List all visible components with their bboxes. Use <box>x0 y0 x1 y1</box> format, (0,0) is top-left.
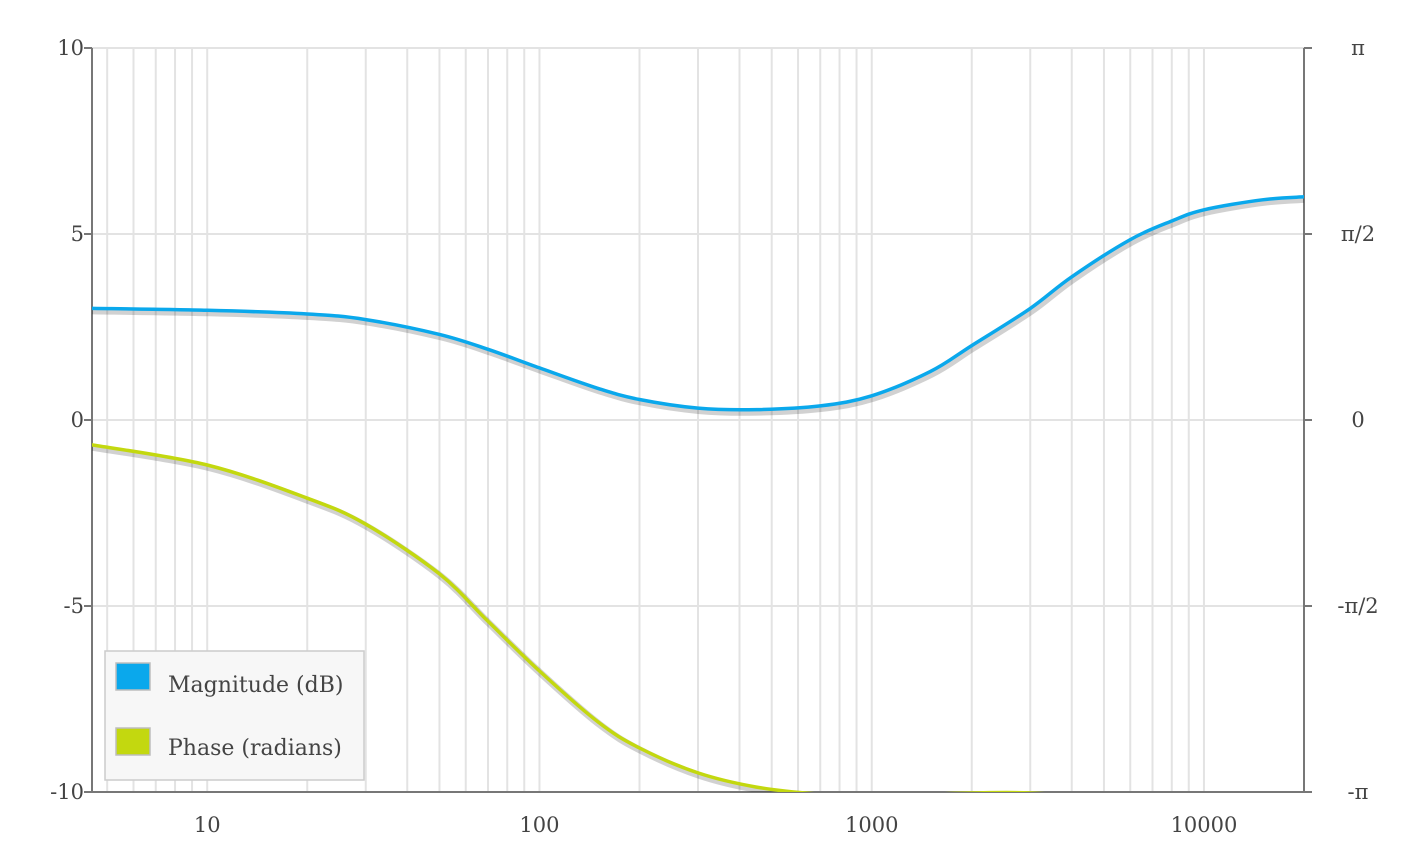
series-shadow-1 <box>92 443 1032 792</box>
y-right-tick-label: π/2 <box>1341 222 1375 246</box>
y-right-tick-label: 0 <box>1351 408 1364 432</box>
legend-label-magnitude: Magnitude (dB) <box>168 673 343 698</box>
x-tick-label: 1000 <box>845 813 898 837</box>
axes <box>84 47 1312 793</box>
plot-series <box>92 195 1304 792</box>
y-right-tick-label: -π <box>1348 780 1369 804</box>
magnitude-line <box>92 195 1304 412</box>
legend-label-phase: Phase (radians) <box>168 736 342 761</box>
phase-line <box>92 443 1045 792</box>
legend: Magnitude (dB) Phase (radians) <box>104 650 365 781</box>
y-left-tick-label: 5 <box>71 222 84 246</box>
legend-swatch-phase <box>115 727 151 756</box>
y-left-tick-label: 10 <box>57 36 84 60</box>
series-shadow-0 <box>92 195 1304 416</box>
x-tick-label: 10000 <box>1171 813 1238 837</box>
tick-labels: 10 100 1000 10000 10 5 0 -5 -10 π π/2 0 -π/2 -π <box>50 36 1379 837</box>
series-group-1 <box>92 443 1045 792</box>
x-tick-label: 100 <box>519 813 559 837</box>
y-left-tick-label: -10 <box>50 780 84 804</box>
series-group-0 <box>92 195 1304 416</box>
y-left-tick-label: 0 <box>71 408 84 432</box>
y-left-tick-label: -5 <box>64 594 84 618</box>
legend-swatch-magnitude <box>115 662 151 691</box>
y-right-tick-label: -π/2 <box>1337 594 1378 618</box>
x-tick-label: 10 <box>194 813 221 837</box>
y-right-tick-label: π <box>1351 36 1365 60</box>
